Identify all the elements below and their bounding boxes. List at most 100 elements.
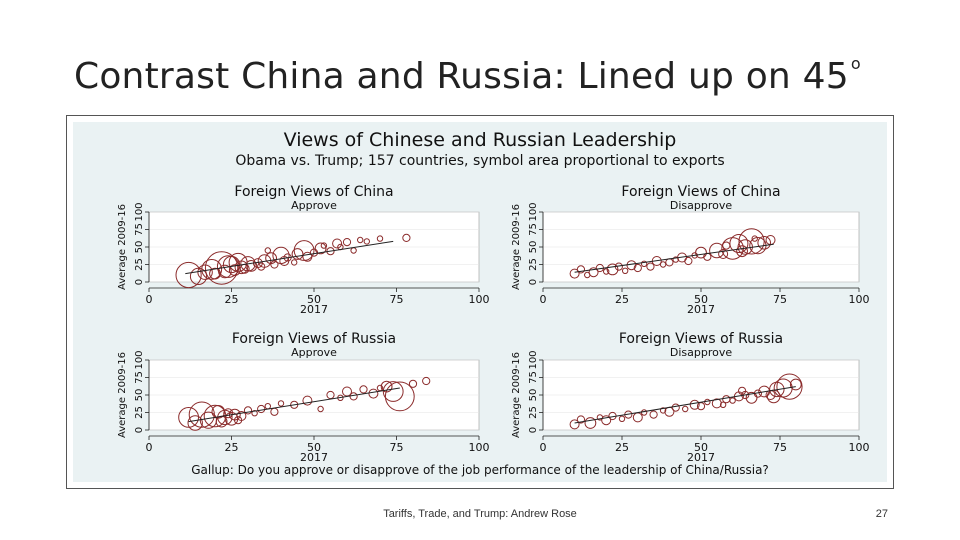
x-tick-label: 25: [225, 293, 239, 306]
x-tick-label: 50: [307, 293, 321, 306]
panel-subtitle: Disapprove: [670, 346, 732, 359]
data-point: [684, 256, 693, 266]
data-point: [646, 262, 655, 271]
data-point: [738, 228, 765, 255]
panel-title: Foreign Views of Russia: [619, 331, 783, 347]
y-tick-label: 100: [134, 350, 145, 369]
data-point: [737, 386, 747, 395]
data-point: [314, 242, 327, 255]
x-tick-label: 25: [615, 441, 629, 454]
data-point: [382, 381, 404, 402]
fit-line: [574, 386, 796, 424]
x-tick-label: 0: [146, 293, 153, 306]
data-point: [618, 415, 626, 422]
fit-line: [185, 240, 394, 275]
y-tick-label: 25: [528, 406, 539, 419]
panel-title: Foreign Views of China: [621, 184, 780, 200]
x-tick-label: 75: [390, 441, 404, 454]
data-point: [757, 236, 772, 250]
page-number: 27: [875, 508, 888, 520]
data-point: [718, 249, 729, 259]
x-tick-label: 75: [773, 293, 787, 306]
y-axis-title: Average 2009-16: [511, 352, 522, 438]
data-point: [187, 415, 203, 431]
data-point: [601, 415, 612, 426]
data-point: [682, 405, 689, 413]
y-axis-title: Average 2009-16: [511, 204, 522, 290]
data-point: [689, 399, 700, 410]
data-point: [776, 373, 803, 400]
data-point: [711, 398, 722, 409]
data-point: [197, 264, 213, 280]
data-point: [251, 410, 258, 417]
degree-superscript: o: [850, 54, 861, 73]
data-point: [342, 238, 352, 247]
x-tick-label: 75: [390, 293, 404, 306]
y-axis-title: Average 2009-16: [117, 352, 128, 438]
x-axis-title: 2017: [300, 451, 328, 464]
data-point: [357, 236, 364, 244]
y-tick-label: 75: [134, 371, 145, 384]
data-point: [603, 268, 610, 275]
fit-line: [574, 243, 774, 273]
data-point: [291, 248, 304, 260]
data-point: [719, 401, 727, 408]
y-tick-label: 0: [528, 279, 539, 285]
x-tick-label: 100: [849, 441, 870, 454]
data-point: [659, 261, 667, 268]
data-point: [751, 235, 758, 242]
data-point: [576, 265, 586, 274]
x-tick-label: 100: [469, 293, 490, 306]
slide-title-text: Contrast China and Russia: Lined up on 4…: [74, 56, 849, 97]
figure-subtitle: Obama vs. Trump; 157 countries, symbol a…: [235, 153, 724, 169]
x-tick-label: 0: [146, 441, 153, 454]
data-point: [257, 262, 266, 271]
data-point: [671, 403, 680, 412]
y-tick-label: 25: [134, 406, 145, 419]
y-tick-label: 25: [528, 258, 539, 271]
data-point: [736, 245, 748, 258]
slide-title: Contrast China and Russia: Lined up on 4…: [74, 54, 861, 97]
y-tick-label: 100: [134, 202, 145, 221]
data-point: [332, 238, 343, 249]
figure-note: Gallup: Do you approve or disapprove of …: [191, 463, 769, 477]
x-axis-title: 2017: [687, 303, 715, 316]
data-point: [422, 376, 431, 386]
panels-group: Foreign Views of China Approve 0 25 50 75 100 A…: [117, 184, 870, 464]
data-point: [380, 380, 393, 393]
data-point: [201, 259, 223, 280]
data-point: [368, 388, 379, 399]
data-point: [402, 233, 411, 243]
data-point: [588, 267, 599, 278]
data-point: [243, 406, 253, 415]
y-tick-label: 25: [134, 258, 145, 271]
panel-title: Foreign Views of China: [234, 184, 393, 200]
y-tick-label: 100: [528, 202, 539, 221]
data-point: [257, 254, 272, 268]
data-point: [789, 378, 802, 391]
x-tick-label: 25: [615, 293, 629, 306]
x-tick-label: 50: [694, 441, 708, 454]
data-point: [584, 417, 597, 429]
figure-frame: Views of Chinese and Russian Leadership …: [66, 115, 894, 489]
data-point: [211, 405, 226, 419]
y-tick-label: 0: [134, 427, 145, 433]
data-point: [363, 238, 370, 245]
x-tick-label: 100: [849, 293, 870, 306]
data-point: [302, 395, 313, 406]
x-tick-label: 75: [773, 441, 787, 454]
data-point: [272, 246, 290, 264]
data-point: [302, 251, 313, 262]
y-tick-label: 50: [134, 241, 145, 254]
panel-subtitle: Approve: [291, 346, 337, 359]
data-point: [240, 256, 256, 272]
data-point: [290, 400, 299, 409]
panel-title: Foreign Views of Russia: [232, 331, 396, 347]
data-point: [277, 400, 285, 407]
data-point: [729, 397, 736, 404]
y-tick-label: 50: [528, 389, 539, 402]
data-point: [291, 259, 298, 266]
